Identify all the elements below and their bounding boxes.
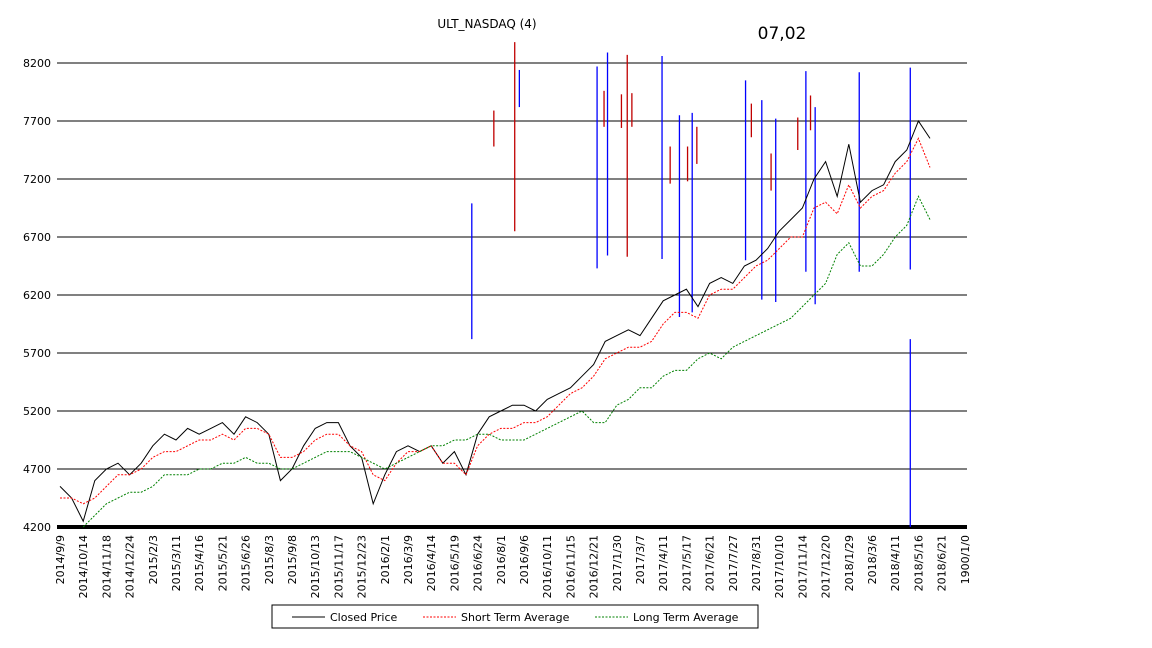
x-tick-label: 2015/4/16 xyxy=(193,535,206,591)
y-tick-label: 6200 xyxy=(23,289,51,302)
x-tick-label: 2017/10/10 xyxy=(773,535,786,598)
x-tick-label: 2017/1/30 xyxy=(611,535,624,591)
x-tick-label: 2016/5/19 xyxy=(448,535,461,591)
x-tick-label: 2016/3/9 xyxy=(402,535,415,584)
x-tick-label: 2018/3/6 xyxy=(866,535,879,584)
x-tick-label: 2015/12/23 xyxy=(356,535,369,598)
y-tick-label: 6700 xyxy=(23,231,51,244)
x-tick-label: 2014/12/24 xyxy=(124,535,137,598)
legend-label: Short Term Average xyxy=(461,611,570,624)
annotation: 07,02 xyxy=(758,24,807,44)
x-tick-label: 2017/7/27 xyxy=(727,535,740,591)
x-tick-label: 2016/2/1 xyxy=(379,535,392,584)
x-tick-label: 2015/5/21 xyxy=(216,535,229,591)
x-tick-label: 2017/6/21 xyxy=(704,535,717,591)
y-tick-label: 7200 xyxy=(23,173,51,186)
x-tick-label: 2016/6/24 xyxy=(472,535,485,591)
x-tick-label: 2018/5/16 xyxy=(912,535,925,591)
x-tick-label: 2015/6/26 xyxy=(240,535,253,591)
x-tick-label: 2016/12/21 xyxy=(588,535,601,598)
x-tick-label: 2014/10/14 xyxy=(77,535,90,598)
x-tick-label: 2015/11/17 xyxy=(332,535,345,598)
series-line xyxy=(59,119,931,523)
series-line xyxy=(82,195,931,528)
x-tick-label: 2016/4/14 xyxy=(425,535,438,591)
series-line xyxy=(60,137,931,505)
y-tick-label: 8200 xyxy=(23,57,51,70)
x-tick-label: 2016/9/6 xyxy=(518,535,531,584)
x-tick-label: 2017/12/20 xyxy=(820,535,833,598)
x-tick-label: 2015/10/13 xyxy=(309,535,322,598)
y-tick-label: 7700 xyxy=(23,115,51,128)
x-tick-label: 2017/5/17 xyxy=(680,535,693,591)
x-tick-label: 2018/4/11 xyxy=(889,535,902,591)
x-tick-label: 2017/3/7 xyxy=(634,535,647,584)
legend xyxy=(271,604,759,629)
y-tick-label: 4200 xyxy=(23,521,51,534)
x-tick-label: 2017/8/31 xyxy=(750,535,763,591)
x-tick-label: 2018/6/21 xyxy=(936,535,949,591)
x-tick-label: 2017/4/11 xyxy=(657,535,670,591)
x-tick-label: 2017/11/14 xyxy=(796,535,809,598)
x-tick-label: 2016/11/15 xyxy=(564,535,577,598)
y-tick-label: 4700 xyxy=(23,463,51,476)
x-tick-label: 2015/2/3 xyxy=(147,535,160,584)
x-tick-label: 2015/9/8 xyxy=(286,535,299,584)
x-tick-label: 2014/11/18 xyxy=(100,535,113,598)
y-tick-label: 5200 xyxy=(23,405,51,418)
legend-label: Closed Price xyxy=(330,611,398,624)
chart-title: ULT_NASDAQ (4) xyxy=(437,17,536,31)
x-tick-label: 2016/10/11 xyxy=(541,535,554,598)
y-tick-label: 5700 xyxy=(23,347,51,360)
legend-label: Long Term Average xyxy=(633,611,739,624)
x-tick-label: 2018/1/29 xyxy=(843,535,856,591)
x-tick-label: 2015/3/11 xyxy=(170,535,183,591)
x-tick-label: 2014/9/9 xyxy=(54,535,67,584)
x-tick-label: 2015/8/3 xyxy=(263,535,276,584)
x-tick-label: 2016/8/1 xyxy=(495,535,508,584)
x-tick-label: 1900/1/0 xyxy=(959,535,972,584)
